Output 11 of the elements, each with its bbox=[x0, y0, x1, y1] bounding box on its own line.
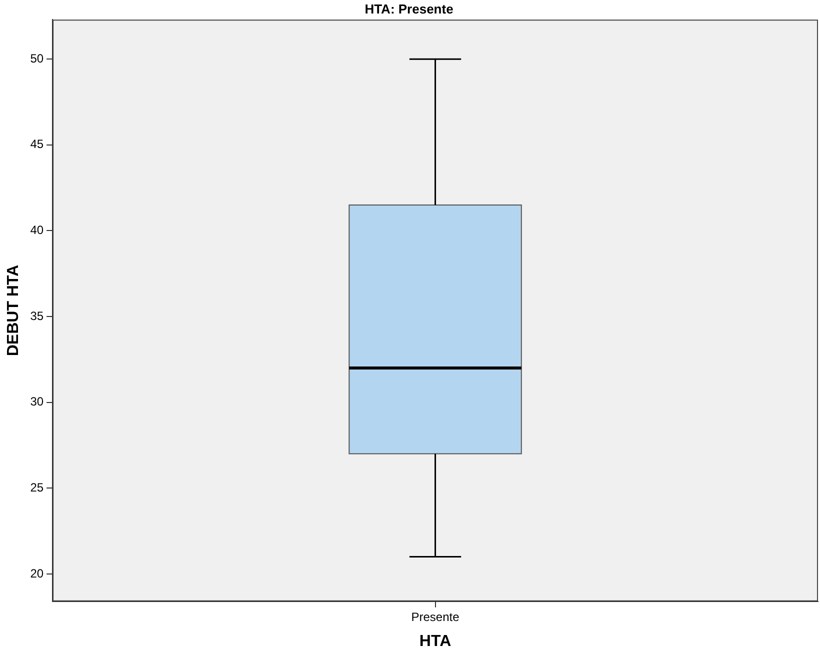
y-tick-label: 40 bbox=[30, 223, 44, 238]
y-tick-label: 35 bbox=[30, 308, 44, 323]
chart-title: HTA: Presente bbox=[364, 1, 454, 16]
y-tick-label: 30 bbox=[30, 394, 44, 409]
y-tick-label: 25 bbox=[30, 480, 44, 494]
y-tick-label: 50 bbox=[30, 51, 44, 66]
y-axis-title: DEBUT HTA bbox=[5, 264, 22, 356]
y-tick-label: 20 bbox=[30, 566, 44, 580]
y-tick-label: 45 bbox=[30, 137, 44, 152]
x-axis-title: HTA bbox=[419, 632, 452, 650]
x-tick-label: Presente bbox=[411, 610, 460, 624]
